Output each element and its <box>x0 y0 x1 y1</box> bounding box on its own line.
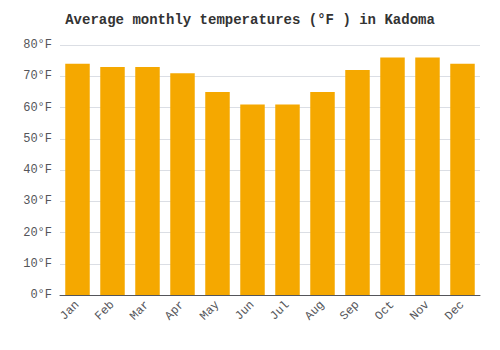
svg-text:Nov: Nov <box>407 298 432 323</box>
svg-text:20°F: 20°F <box>23 226 52 240</box>
svg-text:60°F: 60°F <box>23 101 52 115</box>
svg-text:Sep: Sep <box>337 298 362 323</box>
svg-text:Dec: Dec <box>442 298 467 323</box>
svg-text:40°F: 40°F <box>23 163 52 177</box>
svg-text:Apr: Apr <box>162 298 187 323</box>
svg-text:10°F: 10°F <box>23 257 52 271</box>
svg-text:Aug: Aug <box>302 298 327 323</box>
svg-text:0°F: 0°F <box>30 288 52 302</box>
svg-text:Jul: Jul <box>267 298 292 323</box>
svg-text:Feb: Feb <box>92 298 117 323</box>
svg-text:50°F: 50°F <box>23 132 52 146</box>
svg-text:30°F: 30°F <box>23 194 52 208</box>
svg-text:70°F: 70°F <box>23 69 52 83</box>
svg-text:Average monthly temperatures (: Average monthly temperatures (°F ) in Ka… <box>65 12 435 28</box>
svg-text:Jan: Jan <box>57 298 82 323</box>
svg-text:80°F: 80°F <box>23 38 52 52</box>
svg-text:Mar: Mar <box>127 298 152 323</box>
svg-text:Jun: Jun <box>232 298 257 323</box>
svg-text:Oct: Oct <box>372 298 397 323</box>
svg-text:May: May <box>197 298 222 323</box>
